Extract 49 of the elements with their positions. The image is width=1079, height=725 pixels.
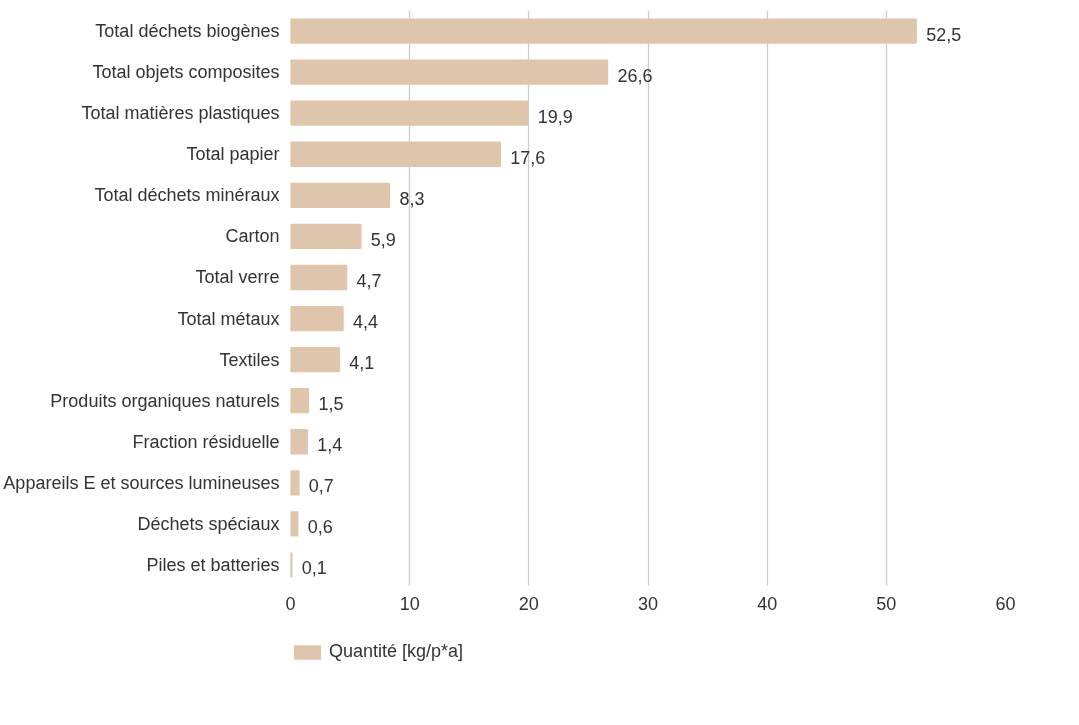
text: 26,6 (617, 65, 653, 86)
y-tick-label: Produits organiques naturels (50, 390, 280, 411)
y-tick-label: Appareils E et sources lumineuses (3, 472, 280, 493)
y-tick-label: Carton (225, 226, 280, 247)
bar (290, 18, 917, 44)
x-tick-label: 10 (399, 593, 420, 614)
bar (290, 264, 348, 291)
bar (290, 470, 300, 496)
text: 4,1 (349, 353, 375, 374)
bar (290, 182, 391, 208)
text: 0,6 (307, 517, 333, 538)
y-tick-label: Total verre (195, 267, 280, 288)
y-tick-label: Déchets spéciaux (137, 513, 280, 534)
text: 5,9 (370, 229, 396, 250)
bar (290, 59, 609, 85)
text: 52,5 (926, 24, 962, 45)
text: 19,9 (537, 106, 573, 127)
x-tick-label: 30 (637, 593, 659, 614)
text: 0,7 (308, 476, 334, 497)
bar (290, 141, 501, 167)
bar (290, 388, 310, 414)
text: 8,3 (399, 188, 425, 209)
x-tick-label: 50 (876, 593, 897, 614)
y-tick-label: Fraction résiduelle (132, 431, 280, 452)
y-tick-label: Textiles (219, 349, 280, 370)
bar (290, 100, 529, 126)
text: 17,6 (510, 147, 546, 168)
y-tick-label: Piles et batteries (146, 554, 280, 575)
text: 1,4 (317, 435, 343, 456)
text: 4,7 (356, 270, 382, 291)
text: 1,5 (318, 394, 344, 415)
x-tick-label: 60 (995, 593, 1016, 614)
bar (290, 429, 308, 455)
y-tick-label: Total objets composites (92, 62, 280, 83)
x-tick-label: 20 (518, 593, 539, 614)
legend-label: Quantité [kg/p*a] (329, 641, 464, 662)
y-tick-label: Total métaux (177, 308, 280, 329)
y-tick-label: Total papier (186, 144, 280, 165)
bar (290, 511, 299, 537)
bar (290, 346, 341, 373)
bar (290, 305, 344, 332)
y-tick-label: Total déchets minéraux (94, 185, 280, 206)
x-tick-label: 40 (757, 593, 778, 614)
text: 0,1 (301, 558, 327, 579)
y-tick-label: Total déchets biogènes (95, 21, 280, 42)
x-tick-label: 0 (285, 593, 296, 614)
bar (290, 223, 362, 250)
y-tick-label: Total matières plastiques (81, 103, 280, 124)
text: 4,4 (352, 312, 378, 333)
